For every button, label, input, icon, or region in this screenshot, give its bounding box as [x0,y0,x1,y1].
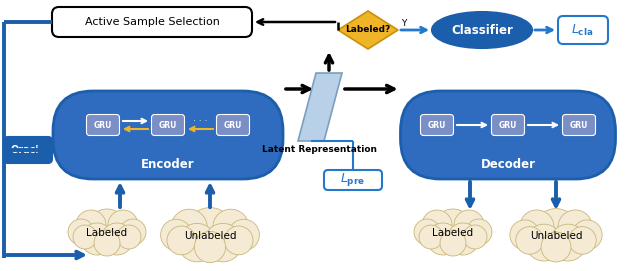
Circle shape [516,227,543,254]
Text: GRU: GRU [94,121,112,130]
Text: Labeled: Labeled [433,228,474,238]
Circle shape [212,209,249,245]
Circle shape [568,227,596,254]
FancyBboxPatch shape [52,7,252,37]
Circle shape [161,219,192,250]
Circle shape [108,210,138,240]
Text: Labeled?: Labeled? [346,25,390,34]
Circle shape [454,210,484,240]
Text: Oracle: Oracle [10,145,45,155]
Circle shape [520,210,554,244]
Ellipse shape [432,12,532,48]
Circle shape [167,226,196,255]
Text: GRU: GRU [159,121,177,130]
FancyBboxPatch shape [216,115,250,136]
Circle shape [87,209,127,249]
Circle shape [178,223,216,262]
FancyBboxPatch shape [558,16,608,44]
Circle shape [463,225,487,249]
Text: $\mathit{L}_{\mathregular{cla}}$: $\mathit{L}_{\mathregular{cla}}$ [571,22,593,38]
Circle shape [533,209,579,254]
FancyBboxPatch shape [420,115,454,136]
Circle shape [76,210,106,240]
FancyBboxPatch shape [492,115,525,136]
Circle shape [195,231,226,263]
Circle shape [204,223,242,262]
Circle shape [550,224,586,261]
Text: Labeled: Labeled [86,228,127,238]
FancyBboxPatch shape [563,115,595,136]
Circle shape [73,225,97,249]
Circle shape [117,225,141,249]
FancyBboxPatch shape [152,115,184,136]
Text: Encoder: Encoder [141,159,195,172]
Circle shape [558,210,593,244]
Circle shape [120,219,146,245]
Circle shape [81,223,113,255]
Circle shape [414,219,440,245]
Circle shape [228,219,259,250]
Text: GRU: GRU [428,121,446,130]
Text: GRU: GRU [499,121,517,130]
Circle shape [224,226,253,255]
FancyBboxPatch shape [4,137,52,163]
Circle shape [525,224,563,261]
Circle shape [541,232,571,262]
FancyBboxPatch shape [401,91,616,179]
Text: · · ·: · · · [193,124,208,134]
Circle shape [172,209,207,245]
Text: Unlabeled: Unlabeled [184,231,236,241]
Polygon shape [298,73,342,141]
Circle shape [447,223,479,255]
Text: Unlabeled: Unlabeled [530,231,582,241]
Text: GRU: GRU [224,121,242,130]
Circle shape [572,220,602,250]
Text: Latent Representation: Latent Representation [262,144,378,153]
Text: · · ·: · · · [536,121,550,130]
Text: Active Sample Selection: Active Sample Selection [84,17,220,27]
Circle shape [68,219,94,245]
Circle shape [419,225,443,249]
Circle shape [422,210,452,240]
Text: GRU: GRU [570,121,588,130]
FancyBboxPatch shape [324,170,382,190]
Polygon shape [338,11,398,49]
Circle shape [186,208,234,256]
Text: Decoder: Decoder [481,159,536,172]
FancyBboxPatch shape [53,91,283,179]
Circle shape [440,230,466,256]
Circle shape [94,230,120,256]
Text: Classifier: Classifier [451,24,513,37]
Text: $\mathit{L}_{\mathregular{pre}}$: $\mathit{L}_{\mathregular{pre}}$ [340,172,365,189]
Text: · · ·: · · · [193,117,208,125]
FancyBboxPatch shape [86,115,120,136]
Circle shape [510,220,540,250]
Circle shape [101,223,133,255]
Circle shape [427,223,459,255]
Circle shape [466,219,492,245]
Circle shape [433,209,473,249]
Text: Y: Y [401,20,406,28]
